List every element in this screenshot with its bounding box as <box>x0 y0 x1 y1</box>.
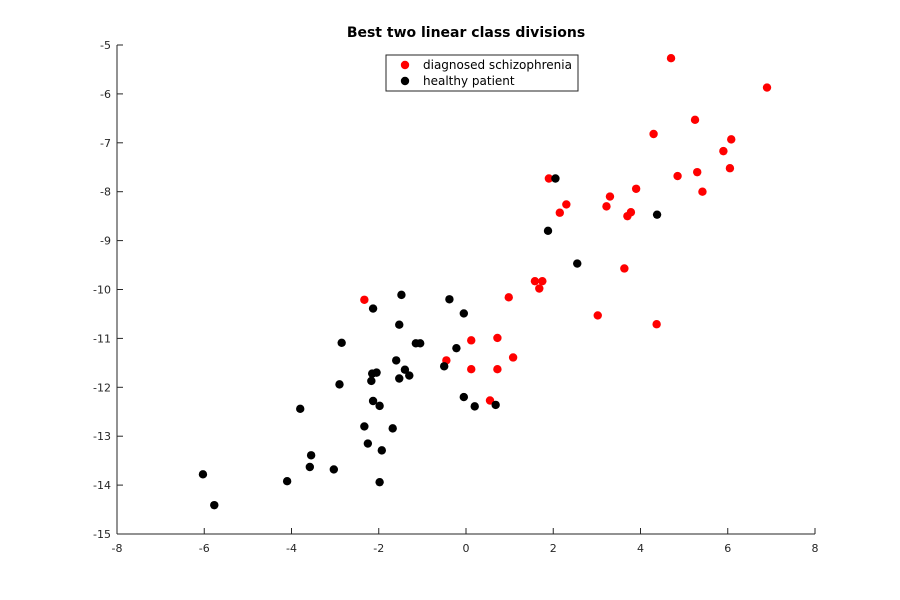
data-point <box>727 135 736 144</box>
data-point <box>375 401 384 411</box>
data-point <box>544 174 554 183</box>
data-point <box>198 470 208 479</box>
data-point <box>368 304 378 313</box>
data-point <box>368 396 378 406</box>
x-tick-label: 0 <box>463 542 470 555</box>
data-point <box>725 164 735 173</box>
data-point <box>282 476 292 486</box>
y-tick-label: -10 <box>93 284 111 297</box>
y-tick-label: -14 <box>93 479 111 492</box>
data-point <box>543 226 553 236</box>
x-tick-label: 8 <box>812 542 819 555</box>
x-tick-label: -6 <box>199 542 210 555</box>
x-tick-label: -4 <box>286 542 297 555</box>
data-point <box>459 309 469 318</box>
y-tick-label: -15 <box>93 528 111 541</box>
data-point <box>620 264 629 273</box>
data-point <box>593 311 602 320</box>
legend-box <box>385 54 579 92</box>
data-point <box>388 424 397 433</box>
data-point <box>363 439 373 448</box>
chart-title: Best two linear class divisions <box>347 25 585 41</box>
data-points <box>198 54 772 510</box>
data-point <box>605 192 615 201</box>
data-point <box>530 276 540 286</box>
data-point <box>631 184 641 193</box>
data-point <box>467 365 476 374</box>
data-point <box>538 276 547 286</box>
data-point <box>400 365 410 374</box>
data-point <box>719 146 728 156</box>
series-healthy-patient <box>198 174 662 510</box>
y-tick-label: -5 <box>100 39 111 52</box>
x-tick-label: 6 <box>724 542 731 555</box>
data-point <box>210 500 219 510</box>
y-tick-label: -9 <box>100 235 111 248</box>
data-point <box>367 376 376 386</box>
y-tick-label: -7 <box>100 137 111 150</box>
legend-marker <box>400 60 410 70</box>
data-point <box>762 83 772 92</box>
y-tick-label: -11 <box>93 332 111 345</box>
legend-label: diagnosed schizophrenia <box>423 58 572 72</box>
y-tick-label: -13 <box>93 430 111 443</box>
y-tick-label: -12 <box>93 381 111 394</box>
data-point <box>467 336 476 345</box>
y-tick-label: -6 <box>100 88 111 101</box>
x-tick-label: -8 <box>112 542 123 555</box>
data-point <box>296 404 305 414</box>
data-point <box>693 167 702 177</box>
data-point <box>485 396 495 405</box>
data-point <box>395 320 404 329</box>
x-tick-label: 2 <box>550 542 557 555</box>
data-point <box>690 115 700 125</box>
data-point <box>392 356 401 365</box>
data-point <box>508 353 518 362</box>
x-tick-label: 4 <box>637 542 644 555</box>
data-point <box>673 171 682 181</box>
legend-label: healthy patient <box>423 74 515 88</box>
data-point <box>493 333 502 343</box>
data-point <box>305 462 315 472</box>
data-point <box>445 295 454 304</box>
data-point <box>535 284 544 293</box>
data-point <box>493 365 502 374</box>
data-point <box>360 422 369 431</box>
data-point <box>306 451 316 460</box>
data-point <box>652 320 661 329</box>
legend-marker <box>400 76 410 86</box>
data-point <box>666 54 676 63</box>
data-point <box>397 290 406 300</box>
y-tick-label: -8 <box>100 186 111 199</box>
data-point <box>337 338 346 348</box>
legend: diagnosed schizophrenia healthy patient <box>385 54 579 92</box>
data-point <box>623 211 632 221</box>
data-point <box>329 465 339 474</box>
data-point <box>360 295 369 304</box>
data-point <box>459 392 469 402</box>
data-point <box>555 208 564 217</box>
data-point <box>602 202 611 211</box>
data-point <box>470 402 479 411</box>
data-point <box>649 129 658 139</box>
data-point <box>551 174 560 183</box>
data-point <box>372 368 381 377</box>
data-point <box>439 362 449 371</box>
data-point <box>504 293 513 302</box>
data-point <box>335 380 344 389</box>
data-point <box>405 371 414 380</box>
data-point <box>452 343 461 353</box>
data-point <box>375 477 384 487</box>
data-point <box>491 400 500 410</box>
data-point <box>562 200 571 209</box>
data-point <box>698 187 707 196</box>
data-point <box>377 446 387 455</box>
data-point <box>652 210 662 219</box>
data-point <box>573 259 582 268</box>
data-point <box>395 374 404 383</box>
axes: -8 -6 -4 -2 0 2 4 6 8 -5 -6 -7 -8 -9 -10 -11 -12 -13 -14 -1… <box>93 39 818 555</box>
x-tick-label: -2 <box>373 542 384 555</box>
data-point <box>415 339 425 348</box>
